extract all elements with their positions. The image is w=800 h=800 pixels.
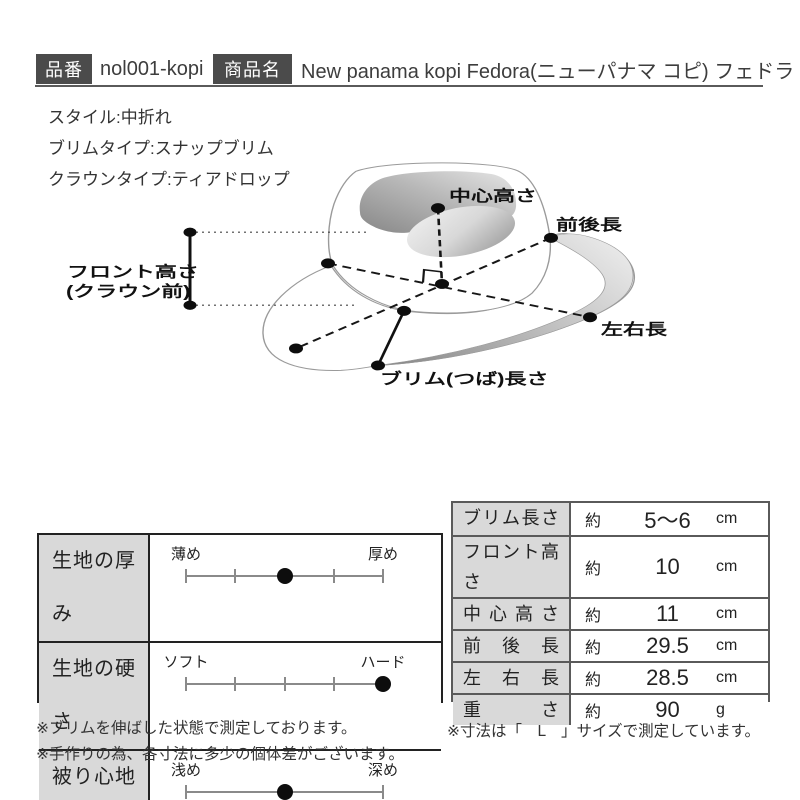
product-name-badge: 商品名 — [213, 54, 292, 84]
size-unit: cm — [716, 605, 738, 622]
hat-brim-edge-shading — [377, 233, 634, 366]
table-row: ブリム長さ 約 5〜6 cm — [453, 503, 768, 535]
feature-label-stiffness: 生地の硬さ — [39, 643, 150, 749]
table-row: 前後長 約 29.5 cm — [453, 629, 768, 661]
part-number-value: nol001-kopi — [100, 57, 204, 80]
size-value: 29.5 — [646, 633, 689, 658]
feature-slider-stiffness: ソフト ハード — [150, 643, 441, 749]
notes-left: ※ブリムを伸ばした状態で測定しております。 ※手作りの為、各寸法に多少の個体差が… — [36, 716, 404, 768]
size-value-cell: 約 28.5 cm — [571, 663, 768, 693]
slider-max-label: 厚め — [367, 546, 399, 563]
slider-tick — [234, 569, 237, 583]
table-row: 中心高さ 約 11 cm — [453, 597, 768, 629]
slider-max-label: ハード — [360, 654, 406, 671]
note-size-basis: ※寸法は「 L 」サイズで測定しています。 — [447, 723, 761, 740]
spec-style: スタイル:中折れ — [48, 108, 172, 127]
size-value-cell: 約 29.5 cm — [571, 631, 768, 661]
size-label: 左右長 — [453, 663, 571, 693]
size-value-cell: 約 10 cm — [571, 537, 768, 597]
label-front-height-1: フロント高さ — [67, 262, 199, 281]
spec-crown-type: クラウンタイプ:ティアドロップ — [48, 170, 290, 189]
approx-prefix: 約 — [585, 608, 602, 625]
right-angle-mark — [421, 268, 443, 283]
size-value: 28.5 — [646, 665, 689, 690]
feature-label-fit: 被り心地 — [39, 751, 150, 800]
approx-prefix: 約 — [585, 704, 602, 721]
table-row: 左右長 約 28.5 cm — [453, 661, 768, 693]
feature-slider-fit: 浅め 深め — [150, 751, 441, 800]
size-unit: g — [716, 701, 725, 718]
slider-tick — [283, 677, 286, 691]
size-unit: cm — [716, 637, 738, 654]
spec-lines: スタイル:中折れ ブリムタイプ:スナップブリム クラウンタイプ:ティアドロップ — [48, 102, 290, 195]
approx-prefix: 約 — [585, 640, 602, 657]
product-name-value: New panama kopi Fedora(ニューパナマ コピ) フェドラ — [301, 60, 795, 83]
slider-dot — [375, 676, 391, 692]
size-value-cell: 約 11 cm — [571, 599, 768, 629]
size-label: ブリム長さ — [453, 503, 571, 535]
size-label: 中心高さ — [453, 599, 571, 629]
measurement-dots — [183, 203, 597, 371]
table-row: 生地の硬さ ソフト ハード — [39, 641, 441, 749]
size-table: ブリム長さ 約 5〜6 cm フロント高さ 約 10 cm 中心高さ 約 11 … — [451, 501, 770, 725]
slider-max-label: 深め — [367, 762, 399, 779]
label-front-height-2: (クラウン前) — [66, 282, 191, 301]
table-row: 被り心地 浅め 深め — [39, 749, 441, 800]
slider-min-label: 薄め — [170, 546, 202, 563]
slider-tick — [185, 569, 187, 583]
hat-crown-top-oval-shading — [406, 205, 516, 258]
size-label: 重さ — [453, 695, 571, 725]
label-center-height: 中心高さ — [449, 186, 537, 205]
approx-prefix: 約 — [585, 561, 602, 578]
table-row: 生地の厚み 薄め 厚め — [39, 535, 441, 641]
size-value: 5〜6 — [644, 508, 691, 533]
header-divider — [35, 85, 763, 87]
feature-label-thickness: 生地の厚み — [39, 535, 150, 641]
size-value: 90 — [655, 697, 680, 722]
spec-brim-type: ブリムタイプ:スナップブリム — [48, 139, 274, 158]
note-handmade: ※手作りの為、各寸法に多少の個体差がございます。 — [36, 746, 404, 763]
brim-length-line — [376, 310, 406, 366]
center-height-line — [436, 208, 444, 284]
slider-tick — [382, 785, 384, 799]
label-left-right-length: 左右長 — [601, 320, 668, 339]
front-back-length-line — [295, 237, 552, 350]
size-value: 11 — [656, 601, 679, 626]
slider-tick — [234, 677, 237, 691]
approx-prefix: 約 — [585, 513, 602, 530]
label-front-back-length: 前後長 — [556, 215, 623, 234]
size-value-cell: 約 5〜6 cm — [571, 503, 768, 535]
note-measure-brim: ※ブリムを伸ばした状態で測定しております。 — [36, 720, 357, 737]
feature-slider-thickness: 薄め 厚め — [150, 535, 441, 641]
slider-dot — [276, 568, 293, 584]
size-label: 前後長 — [453, 631, 571, 661]
slider-min-label: 浅め — [170, 762, 202, 779]
hat-crown-dent-shading — [359, 171, 517, 233]
slider-min-label: ソフト — [163, 654, 209, 671]
left-right-length-line — [327, 262, 591, 319]
part-number-badge: 品番 — [36, 54, 92, 84]
slider-tick — [382, 569, 384, 583]
size-value-cell: 約 90 g — [571, 695, 768, 725]
size-label: フロント高さ — [453, 537, 571, 597]
size-unit: cm — [716, 669, 738, 686]
hat-measurement-diagram: 中心高さ 前後長 左右長 ブリム(つば)長さ フロント高さ (クラウン前) — [66, 162, 668, 388]
approx-prefix: 約 — [585, 672, 602, 689]
table-row: フロント高さ 約 10 cm — [453, 535, 768, 597]
size-unit: cm — [716, 558, 738, 575]
slider-dot — [276, 784, 293, 800]
slider-tick — [185, 785, 187, 799]
size-value: 10 — [655, 554, 680, 579]
table-row: 重さ 約 90 g — [453, 693, 768, 725]
size-unit: cm — [716, 510, 738, 527]
slider-tick — [332, 677, 335, 691]
feature-table: 生地の厚み 薄め 厚め 生地の硬さ ソフト ハード 被り心地 — [37, 533, 443, 800]
slider-tick — [185, 677, 187, 691]
slider-tick — [332, 569, 335, 583]
label-brim-length: ブリム(つば)長さ — [380, 369, 548, 388]
